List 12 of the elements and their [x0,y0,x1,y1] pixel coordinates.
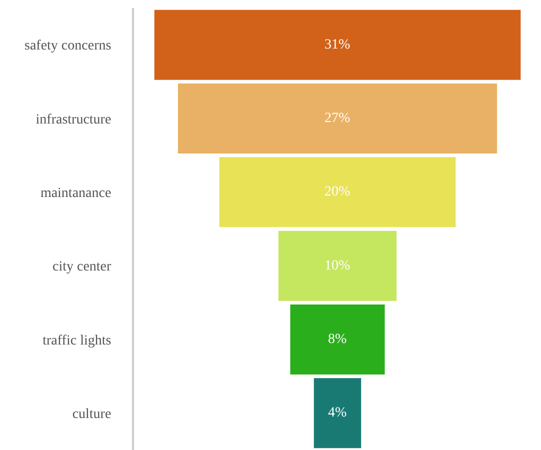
data-label: 20% [324,184,350,200]
data-label: 31% [324,37,350,52]
category-label: infrastructure [36,112,112,128]
category-label: city center [52,260,112,275]
category-label: traffic lights [42,333,112,348]
category-label: maintanance [40,186,112,202]
category-label: safety concerns [24,38,112,54]
data-label: 27% [324,111,350,126]
data-label: 8% [328,332,347,347]
data-label: 10% [324,258,350,274]
data-label: 4% [328,406,347,421]
category-label: culture [72,407,112,422]
